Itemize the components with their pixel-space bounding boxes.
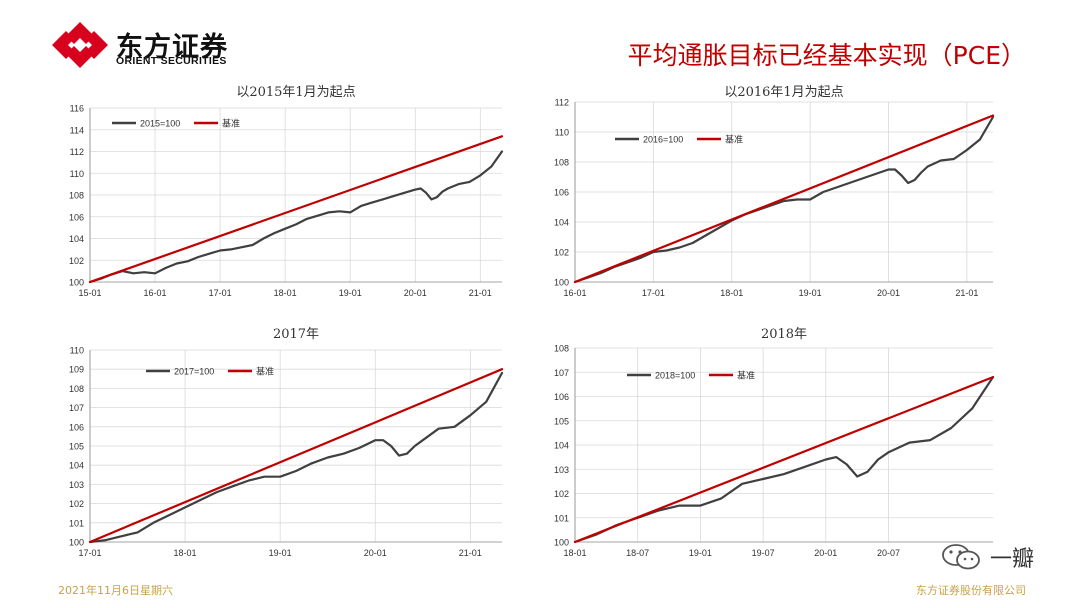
series-line-baseline [88, 135, 504, 284]
y-tick-label: 112 [555, 98, 569, 108]
brand-name-en: ORIENT SECURITIES [116, 55, 227, 67]
y-tick-label: 105 [69, 442, 84, 452]
series-line-baseline [573, 114, 995, 284]
chart-title: 2018年 [761, 327, 807, 342]
legend-label-baseline: 基准 [737, 370, 755, 382]
x-tick-label: 18-01 [274, 288, 297, 298]
slide-title: 平均通胀目标已经基本实现（PCE） [627, 41, 1026, 70]
y-tick-label: 107 [554, 368, 569, 378]
chart-title: 以2016年1月为起点 [724, 85, 843, 100]
chart-from-2017: 2017年 100 101 102 103 104 105 106 107 108 109 110 17… [40, 318, 520, 566]
wechat-icon [942, 544, 980, 570]
y-tick-label: 102 [69, 499, 84, 509]
footer-company: 东方证券股份有限公司 [916, 584, 1026, 597]
wechat-watermark: 一瓣 [940, 540, 1050, 572]
y-tick-label: 108 [69, 384, 84, 394]
x-tick-label: 20-01 [814, 548, 837, 558]
y-tick-label: 103 [69, 480, 84, 490]
y-tick-label: 101 [554, 513, 569, 523]
y-tick-label: 103 [554, 465, 569, 475]
y-tick-label: 110 [70, 346, 84, 356]
y-tick-label: 114 [70, 125, 84, 135]
y-tick-label: 106 [69, 212, 84, 222]
x-tick-label: 18-01 [720, 288, 743, 298]
chart-title: 2017年 [273, 327, 319, 342]
series-line-index [573, 115, 995, 284]
x-tick-label: 18-01 [563, 548, 586, 558]
legend-label-index: 2016=100 [643, 135, 683, 145]
chart-svg: 2018年 100 101 102 103 104 105 106 107 108 18-01 18-… [554, 327, 995, 558]
x-tick-label: 19-01 [339, 288, 362, 298]
footer-date: 2021年11月6日星期六 [58, 584, 173, 597]
y-tick-label: 100 [554, 538, 569, 548]
y-tick-label: 107 [69, 403, 84, 413]
y-tick-label: 102 [554, 489, 569, 499]
series-line-baseline [573, 375, 995, 544]
y-tick-label: 100 [554, 278, 569, 288]
y-tick-label: 104 [69, 234, 84, 244]
chart-svg: 以2015年1月为起点 100 102 104 106 108 110 112 114 116 15… [69, 85, 504, 298]
x-tick-label: 19-01 [269, 548, 292, 558]
watermark-text: 一瓣 [990, 547, 1035, 572]
x-tick-label: 19-07 [752, 548, 775, 558]
legend-label-index: 2015=100 [140, 119, 180, 129]
x-tick-label: 18-07 [626, 548, 649, 558]
y-tick-label: 102 [69, 256, 84, 266]
y-tick-label: 101 [69, 518, 84, 528]
legend-label-index: 2018=100 [655, 371, 695, 381]
y-tick-label: 112 [70, 147, 84, 157]
legend-label-baseline: 基准 [222, 118, 240, 130]
x-tick-label: 20-01 [404, 288, 427, 298]
y-tick-label: 106 [69, 422, 84, 432]
y-tick-label: 109 [69, 365, 84, 375]
y-tick-label: 110 [555, 128, 569, 138]
x-tick-label: 19-01 [689, 548, 712, 558]
x-tick-label: 21-01 [459, 548, 482, 558]
series-line-index [88, 150, 504, 284]
brand-name-cn: 东方证券 [116, 32, 228, 63]
y-tick-label: 106 [554, 188, 569, 198]
x-tick-label: 20-01 [364, 548, 387, 558]
x-tick-label: 16-01 [144, 288, 167, 298]
series-line-index [573, 375, 995, 544]
legend-label-baseline: 基准 [256, 366, 274, 378]
y-tick-label: 116 [70, 104, 84, 114]
y-tick-label: 108 [554, 158, 569, 168]
x-tick-label: 17-01 [642, 288, 665, 298]
x-tick-label: 17-01 [209, 288, 232, 298]
y-tick-label: 110 [70, 169, 84, 179]
chart-from-2018: 2018年 100 101 102 103 104 105 106 107 108 18-01 18-… [535, 318, 1015, 566]
x-tick-label: 18-01 [174, 548, 197, 558]
y-tick-label: 105 [554, 416, 569, 426]
y-tick-label: 102 [554, 248, 569, 258]
x-tick-label: 21-01 [955, 288, 978, 298]
x-tick-label: 15-01 [78, 288, 101, 298]
y-tick-label: 104 [554, 441, 569, 451]
y-tick-label: 108 [554, 344, 569, 354]
series-line-index [88, 371, 504, 544]
brand-logo: 东方证券 ORIENT SECURITIES [52, 22, 312, 70]
y-tick-label: 100 [69, 278, 84, 288]
x-tick-label: 20-07 [877, 548, 900, 558]
y-tick-label: 108 [69, 191, 84, 201]
chart-from-2016: 以2016年1月为起点 100 102 104 106 108 110 112 16-01 17-… [535, 76, 1015, 306]
legend-label-baseline: 基准 [725, 134, 743, 146]
x-tick-label: 17-01 [78, 548, 101, 558]
y-tick-label: 100 [69, 538, 84, 548]
orient-logo-icon [52, 22, 108, 68]
x-tick-label: 16-01 [563, 288, 586, 298]
chart-title: 以2015年1月为起点 [236, 85, 355, 100]
y-tick-label: 104 [554, 218, 569, 228]
chart-svg: 以2016年1月为起点 100 102 104 106 108 110 112 16-01 17-… [554, 85, 995, 298]
x-tick-label: 20-01 [877, 288, 900, 298]
chart-svg: 2017年 100 101 102 103 104 105 106 107 108 109 110 17… [69, 327, 504, 558]
y-tick-label: 106 [554, 392, 569, 402]
chart-from-2015: 以2015年1月为起点 100 102 104 106 108 110 112 114 116 15… [40, 76, 520, 306]
y-tick-label: 104 [69, 461, 84, 471]
series-line-baseline [88, 368, 504, 544]
legend-label-index: 2017=100 [174, 367, 214, 377]
x-tick-label: 19-01 [799, 288, 822, 298]
x-tick-label: 21-01 [469, 288, 492, 298]
